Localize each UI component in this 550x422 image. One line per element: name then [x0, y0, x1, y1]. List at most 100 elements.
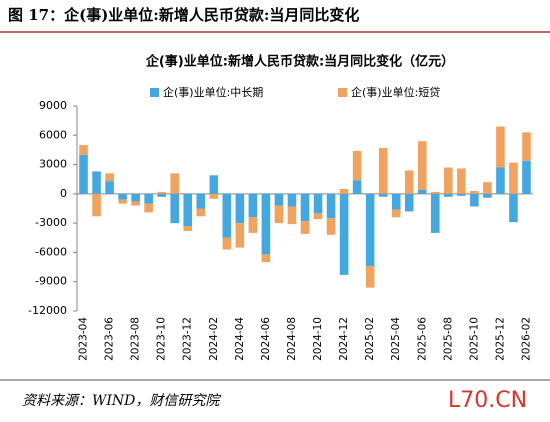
x-tick-label: 2026-02	[520, 317, 532, 361]
bar	[339, 188, 349, 194]
bar	[300, 221, 310, 234]
x-tick-label: 2023-04	[78, 317, 90, 361]
bar	[183, 226, 193, 231]
bar	[430, 191, 440, 194]
y-tick-label: -12000	[28, 304, 67, 317]
bar	[79, 154, 88, 194]
bar	[404, 170, 414, 194]
bar	[274, 193, 284, 206]
bar	[157, 193, 166, 197]
bar	[92, 193, 101, 217]
bar	[274, 205, 284, 224]
bar	[509, 162, 518, 194]
bar	[300, 193, 310, 222]
x-tick-label: 2025-12	[494, 317, 506, 361]
bar	[196, 208, 206, 217]
y-tick-label: 0	[60, 187, 67, 200]
x-tick-label: 2023-10	[156, 317, 168, 361]
bar	[131, 201, 140, 206]
y-tick-label: 6000	[39, 128, 67, 141]
x-tick-label: 2024-04	[234, 317, 246, 361]
bar	[92, 171, 101, 194]
x-tick-label: 2023-12	[182, 317, 194, 361]
bar	[430, 193, 440, 233]
bar	[118, 193, 127, 200]
bar	[196, 193, 206, 209]
bar	[339, 193, 349, 275]
x-tick-label: 2023-08	[130, 317, 142, 361]
bar	[417, 141, 427, 190]
bar	[248, 193, 258, 218]
bar	[483, 193, 492, 198]
y-tick-label: -9000	[35, 275, 67, 288]
bar	[248, 217, 258, 233]
bar	[170, 193, 180, 224]
x-tick-label: 2024-10	[312, 317, 324, 361]
bar	[118, 199, 127, 204]
bar	[404, 193, 414, 212]
bar	[470, 190, 479, 194]
bar	[522, 160, 531, 194]
bar	[378, 147, 388, 194]
legend-label: 企(事)业单位:短贷	[351, 85, 440, 99]
bar	[496, 126, 505, 168]
bar	[457, 193, 466, 196]
source: 资料来源：WIND，财信研究院	[22, 393, 221, 409]
bar	[352, 180, 362, 194]
bar	[209, 193, 219, 199]
x-tick-label: 2025-04	[390, 317, 402, 361]
bar	[235, 193, 245, 224]
bar	[313, 193, 323, 214]
header-title: 图 17：企(事)业单位:新增人民币贷款:当月同比变化	[8, 6, 359, 24]
bar	[457, 168, 466, 194]
bar	[170, 173, 180, 194]
x-tick-label: 2024-12	[338, 317, 350, 361]
bar	[391, 193, 401, 210]
bar	[470, 193, 479, 207]
bar	[365, 193, 375, 267]
watermark: L70.CN	[448, 388, 527, 413]
bar	[105, 181, 114, 194]
bar	[157, 191, 166, 194]
x-tick-label: 2025-02	[364, 317, 376, 361]
bar	[144, 203, 153, 213]
bar	[79, 145, 88, 155]
bar	[261, 254, 271, 263]
bar	[509, 193, 518, 223]
bar	[417, 189, 427, 194]
legend-label: 企(事)业单位:中长期	[163, 85, 263, 99]
bar	[378, 193, 388, 197]
chart-title: 企(事)业单位:新增人民币贷款:当月同比变化（亿元）	[145, 54, 454, 70]
y-tick-label: 9000	[39, 99, 67, 112]
bar	[209, 175, 219, 194]
x-tick-label: 2025-08	[442, 317, 454, 361]
bar	[483, 182, 492, 194]
bar	[496, 167, 505, 194]
bar	[261, 193, 271, 255]
bar	[444, 193, 453, 197]
bar	[352, 150, 362, 181]
bar	[326, 193, 336, 219]
bar	[131, 193, 140, 202]
y-tick-label: -6000	[35, 245, 67, 258]
bar	[522, 132, 531, 161]
bar	[287, 193, 297, 207]
x-tick-label: 2024-02	[208, 317, 220, 361]
x-tick-label: 2024-06	[260, 317, 272, 361]
x-tick-label: 2023-06	[104, 317, 116, 361]
bar	[222, 237, 232, 250]
bar	[235, 223, 245, 248]
x-tick-label: 2025-10	[468, 317, 480, 361]
legend-swatch	[338, 88, 347, 97]
x-tick-label: 2024-08	[286, 317, 298, 361]
legend-swatch	[150, 88, 159, 97]
x-tick-label: 2025-06	[416, 317, 428, 361]
bar	[222, 193, 232, 238]
bar	[391, 209, 401, 218]
bar	[105, 173, 114, 182]
bar	[183, 193, 193, 227]
bar	[313, 213, 323, 220]
bar	[444, 167, 453, 194]
y-tick-label: 3000	[39, 158, 67, 171]
